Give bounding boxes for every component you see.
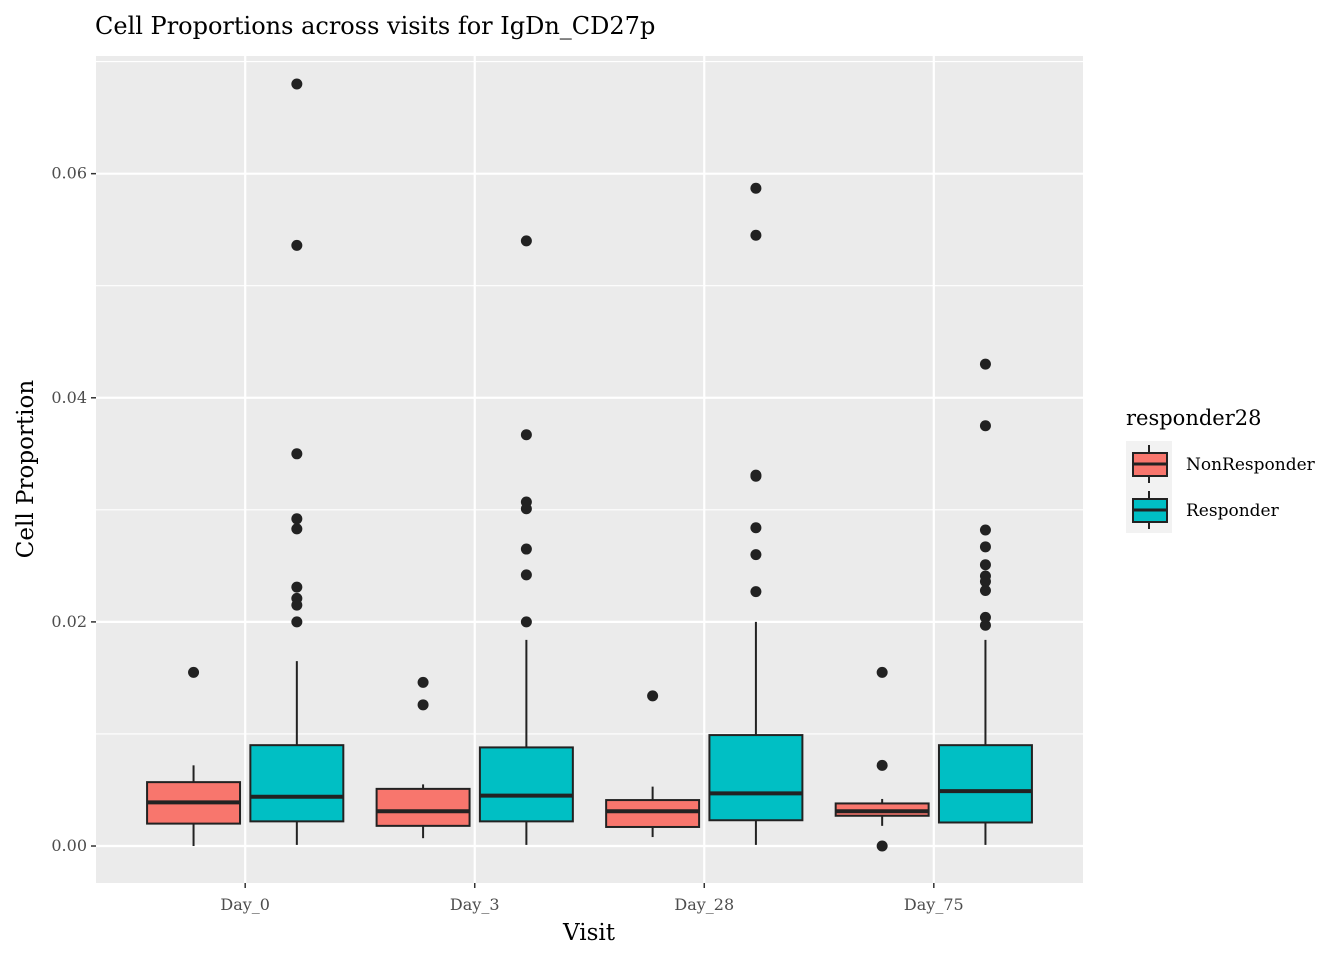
outlier-point <box>291 523 303 535</box>
outlier-point <box>979 559 991 571</box>
legend-label: Responder <box>1186 501 1280 521</box>
outlier-point <box>291 78 303 90</box>
legend-title: responder28 <box>1126 406 1262 430</box>
chart-title: Cell Proportions across visits for IgDn_… <box>95 12 655 40</box>
minor-gridlines <box>96 61 1083 735</box>
outlier-point <box>750 549 762 561</box>
outlier-point <box>979 585 991 597</box>
outlier-point <box>417 699 429 711</box>
outlier-point <box>647 690 659 702</box>
outlier-point <box>291 513 303 525</box>
box-iqr <box>249 744 345 823</box>
outlier-point <box>520 235 532 247</box>
outlier-point <box>979 611 991 623</box>
outlier-point <box>520 543 532 555</box>
outlier-point <box>876 840 888 852</box>
x-axis: Day_0 Day_3 Day_28 Day_75 <box>220 883 964 914</box>
outlier-point <box>750 470 762 482</box>
outlier-point <box>750 182 762 194</box>
outlier-point <box>876 759 888 771</box>
outlier-point <box>979 619 991 631</box>
outlier-point <box>979 358 991 370</box>
box-iqr <box>478 746 574 823</box>
legend-key-nonresponder: NonResponder <box>1126 441 1316 487</box>
outlier-point <box>979 541 991 553</box>
box-iqr <box>937 744 1033 824</box>
outlier-point <box>750 522 762 534</box>
box-nonresponder-day_75 <box>834 666 930 852</box>
y-tick-label: 0.02 <box>51 612 87 631</box>
box-responder-day_75 <box>937 358 1033 845</box>
outlier-point <box>979 576 991 588</box>
outlier-point <box>876 666 888 678</box>
box-nonresponder-day_28 <box>605 690 701 838</box>
outlier-point <box>291 239 303 251</box>
outlier-point <box>979 524 991 536</box>
legend-label: NonResponder <box>1186 455 1316 475</box>
outlier-point <box>291 599 303 611</box>
box-iqr <box>375 787 471 827</box>
outlier-point <box>750 229 762 241</box>
y-axis-title: Cell Proportion <box>13 380 39 559</box>
x-tick-label: Day_28 <box>674 895 734 914</box>
box-nonresponder-day_0 <box>146 666 242 847</box>
box-responder-day_28 <box>708 182 804 845</box>
outlier-point <box>750 586 762 598</box>
box-nonresponder-day_3 <box>375 676 471 839</box>
outlier-point <box>291 616 303 628</box>
boxplot-marks <box>146 78 1033 852</box>
outlier-point <box>188 666 200 678</box>
outlier-point <box>979 420 991 432</box>
legend-key-responder: Responder <box>1126 487 1280 533</box>
plot-panel <box>96 56 1083 883</box>
box-responder-day_3 <box>478 235 574 845</box>
major-gridlines <box>96 56 1083 883</box>
legend: responder28 NonResponder Responder <box>1126 406 1316 533</box>
box-iqr <box>605 799 701 828</box>
outlier-point <box>417 676 429 688</box>
y-tick-label: 0.06 <box>51 164 87 183</box>
outlier-point <box>520 503 532 515</box>
outlier-point <box>291 581 303 593</box>
x-tick-label: Day_0 <box>220 895 270 914</box>
box-iqr <box>708 734 804 822</box>
x-tick-label: Day_75 <box>904 895 964 914</box>
x-tick-label: Day_3 <box>450 895 500 914</box>
box-responder-day_0 <box>249 78 345 845</box>
x-axis-title: Visit <box>562 920 616 946</box>
outlier-point <box>520 616 532 628</box>
outlier-point <box>520 429 532 441</box>
y-tick-label: 0.04 <box>51 388 87 407</box>
outlier-point <box>291 448 303 460</box>
outlier-point <box>520 569 532 581</box>
y-tick-label: 0.00 <box>51 836 87 855</box>
y-axis: 0.00 0.02 0.04 0.06 <box>51 164 96 855</box>
